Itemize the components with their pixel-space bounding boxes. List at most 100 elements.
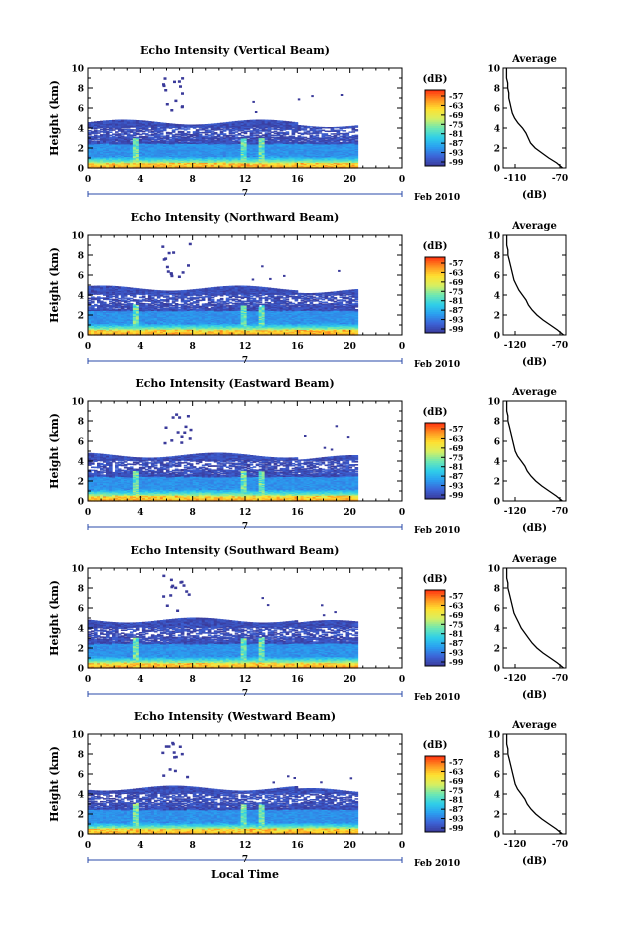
heatmap-cell (207, 161, 212, 163)
x-tick-label: 8 (190, 175, 196, 185)
heatmap-cell (183, 144, 188, 146)
heatmap-cell (192, 132, 197, 134)
heatmap-cell (348, 136, 353, 138)
heatmap-cell (88, 122, 92, 124)
x-tick-label: 12 (239, 175, 252, 185)
heatmap-cell (88, 323, 92, 325)
heatmap-cell (306, 166, 311, 168)
heatmap-cell (303, 156, 308, 159)
heatmap-cell (333, 165, 338, 167)
heatmap-cell (132, 159, 137, 162)
heatmap-cell (288, 148, 293, 151)
heatmap-cell (147, 139, 152, 141)
heatmap-cell (342, 159, 347, 162)
heatmap-cell (132, 144, 137, 147)
heatmap-cell (117, 146, 122, 149)
heatmap-cell (147, 152, 152, 155)
heatmap-cell (88, 329, 92, 332)
heatmap-cell (165, 153, 170, 155)
heatmap-cell (153, 125, 158, 128)
heatmap-cell (294, 164, 299, 166)
heatmap-cell (192, 157, 197, 160)
heatmap-cell (225, 146, 230, 148)
heatmap-cell (339, 135, 344, 138)
heatmap-cell (180, 141, 185, 143)
heatmap-cell (312, 136, 317, 138)
heatmap-cell (88, 123, 92, 125)
heatmap-cell (106, 155, 110, 158)
heatmap-cell (192, 133, 197, 135)
heatmap-cell (345, 132, 350, 135)
heatmap-cell (192, 154, 197, 157)
heatmap-cell (279, 151, 284, 154)
heatmap-cell (120, 119, 125, 122)
heatmap-cell (231, 145, 236, 148)
heatmap-cell (294, 122, 299, 124)
heatmap-cell (213, 151, 218, 154)
heatmap-cell (333, 143, 338, 145)
heatmap-cell (126, 133, 131, 135)
heatmap-cell (267, 130, 272, 132)
heatmap-cell (213, 161, 218, 163)
heatmap-cell (237, 159, 242, 162)
heatmap-cell (120, 157, 125, 160)
heatmap-cell (240, 136, 245, 139)
heatmap-cell (168, 166, 173, 168)
heatmap-cell (94, 137, 98, 140)
heatmap-cell (339, 132, 344, 135)
heatmap-cell (336, 137, 341, 139)
heatmap-cell (264, 121, 269, 124)
heatmap-cell (219, 126, 224, 129)
heatmap-cell (249, 162, 254, 165)
heatmap-cell (252, 155, 257, 158)
heatmap-cell (147, 129, 152, 131)
heatmap-cell (333, 148, 338, 150)
heatmap-cell (213, 127, 218, 129)
heatmap-cell (189, 146, 194, 148)
heatmap-cell (171, 154, 176, 157)
heatmap-cell (132, 125, 137, 127)
heatmap-cell (264, 125, 269, 128)
heatmap-cell (162, 136, 167, 139)
heatmap-cell (285, 162, 290, 165)
heatmap-cell (261, 126, 266, 129)
heatmap-cell (201, 162, 206, 164)
heatmap-cell (300, 142, 305, 145)
heatmap-cell (135, 161, 140, 164)
heatmap-cell (100, 143, 104, 145)
heatmap-cell (135, 141, 140, 144)
heatmap-cell (91, 156, 95, 159)
heatmap-cell (135, 142, 140, 145)
heatmap-cell (216, 144, 221, 147)
heatmap-cell (138, 159, 143, 162)
heatmap-cell (246, 153, 251, 155)
heatmap-cell (162, 150, 167, 152)
heatmap-cell (97, 136, 101, 138)
heatmap-cell (354, 142, 359, 144)
heatmap-cell (261, 130, 266, 132)
heatmap-cell (285, 139, 290, 142)
heatmap-cell (150, 157, 155, 160)
heatmap-cell (195, 132, 200, 134)
heatmap-cell (88, 331, 92, 334)
heatmap-cell (195, 126, 200, 128)
heatmap-cell (204, 153, 209, 156)
heatmap-cell (135, 132, 140, 135)
heatmap-cell (237, 145, 242, 147)
heatmap-cell (183, 140, 188, 142)
heatmap-cell (138, 148, 143, 150)
heatmap-cell (180, 144, 185, 146)
heatmap-cell (282, 157, 287, 160)
heatmap-cell (288, 150, 293, 153)
heatmap-cell (207, 144, 212, 146)
heatmap-cell (216, 157, 221, 159)
heatmap-cell (207, 163, 212, 165)
heatmap-cell (330, 128, 335, 131)
heatmap-cell (279, 160, 284, 163)
heatmap-cell (273, 147, 278, 149)
heatmap-cell (297, 142, 302, 145)
heatmap-cell (300, 163, 305, 165)
heatmap-cell (186, 139, 191, 142)
heatmap-cell (354, 154, 359, 156)
